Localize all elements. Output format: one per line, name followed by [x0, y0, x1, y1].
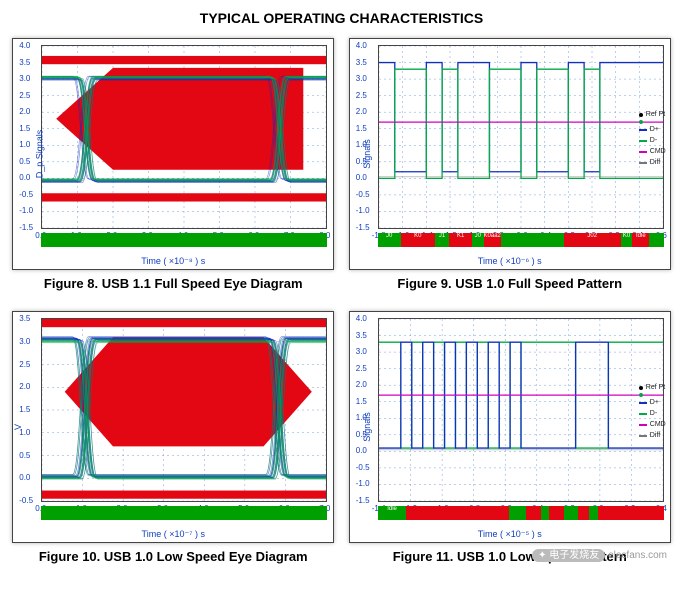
panel-fig11: -1.5-1.0-0.50.00.51.01.52.02.53.03.54.0-…	[347, 311, 674, 564]
y-tick: 3.5	[356, 58, 367, 67]
y-tick: 0.5	[19, 451, 30, 460]
x-axis-label: Time ( ×10⁻⁷ ) s	[13, 529, 333, 540]
y-tick: 1.5	[356, 397, 367, 406]
x-axis-label: Time ( ×10⁻⁸ ) s	[13, 256, 333, 267]
panel-fig8: -1.5-1.0-0.50.00.51.01.52.02.53.03.54.00…	[10, 38, 337, 291]
status-bar	[41, 233, 327, 247]
status-bar: J0K0J1K1J0K0aa2J02K0Idle	[378, 233, 664, 247]
y-tick: 2.5	[19, 91, 30, 100]
legend-label: D+	[650, 124, 659, 135]
y-tick: 3.5	[356, 331, 367, 340]
y-tick: 0.0	[19, 473, 30, 482]
legend-label: D-	[650, 408, 657, 419]
y-tick: -1.0	[356, 206, 370, 215]
y-tick: -1.0	[19, 206, 33, 215]
y-tick: 3.0	[19, 74, 30, 83]
y-tick: 1.0	[19, 140, 30, 149]
y-tick: -0.5	[19, 190, 33, 199]
y-tick: -0.5	[19, 496, 33, 505]
y-tick: 4.0	[356, 314, 367, 323]
legend: Ref Pt D+D-CMDDiff	[639, 109, 666, 168]
y-tick: 0.0	[19, 173, 30, 182]
scope-plot: -1.5-1.0-0.50.00.51.01.52.02.53.03.54.0-…	[349, 38, 671, 270]
y-tick: 3.0	[19, 337, 30, 346]
y-tick: 1.5	[19, 405, 30, 414]
plot-area	[378, 45, 664, 229]
y-tick: 0.5	[19, 157, 30, 166]
scope-plot: -1.5-1.0-0.50.00.51.01.52.02.53.03.54.0-…	[349, 311, 671, 543]
y-tick: -1.0	[356, 479, 370, 488]
y-tick: 3.0	[356, 74, 367, 83]
legend-label: Ref Pt	[646, 109, 665, 120]
plot-area	[378, 318, 664, 502]
y-tick: 3.5	[19, 58, 30, 67]
legend-label: Diff	[650, 157, 660, 168]
plot-area	[41, 318, 327, 502]
plot-svg	[379, 319, 663, 501]
plot-svg	[42, 319, 326, 501]
y-tick: 2.0	[19, 107, 30, 116]
y-tick: 4.0	[356, 41, 367, 50]
status-bar: Idle	[378, 506, 664, 520]
y-tick: -0.5	[356, 463, 370, 472]
figure-caption: Figure 8. USB 1.1 Full Speed Eye Diagram	[44, 276, 303, 291]
legend-label: Ref Pt	[646, 382, 665, 393]
plot-svg	[42, 46, 326, 228]
y-tick: -1.5	[19, 223, 33, 232]
y-tick: 2.0	[356, 380, 367, 389]
y-axis-label: D_p Signals	[35, 130, 45, 179]
y-axis-label: V	[13, 424, 23, 430]
y-tick: 2.5	[356, 364, 367, 373]
scope-plot: -0.50.00.51.01.52.02.53.03.50.01.02.03.0…	[12, 311, 334, 543]
legend-label: CMD	[650, 146, 666, 157]
plot-svg	[379, 46, 663, 228]
y-tick: 2.5	[19, 360, 30, 369]
status-bar	[41, 506, 327, 520]
y-tick: 2.0	[356, 107, 367, 116]
y-tick: 0.0	[356, 173, 367, 182]
y-tick: 0.0	[356, 446, 367, 455]
plot-area	[41, 45, 327, 229]
y-tick: 2.5	[356, 91, 367, 100]
panel-fig10: -0.50.00.51.01.52.02.53.03.50.01.02.03.0…	[10, 311, 337, 564]
figure-caption: Figure 9. USB 1.0 Full Speed Pattern	[397, 276, 622, 291]
y-tick: 3.0	[356, 347, 367, 356]
y-tick: 2.0	[19, 382, 30, 391]
y-tick: -0.5	[356, 190, 370, 199]
legend-label: CMD	[650, 419, 666, 430]
y-tick: 1.5	[356, 124, 367, 133]
x-axis-label: Time ( ×10⁻⁶ ) s	[350, 256, 670, 267]
panel-fig9: -1.5-1.0-0.50.00.51.01.52.02.53.03.54.0-…	[347, 38, 674, 291]
x-axis-label: Time ( ×10⁻⁵ ) s	[350, 529, 670, 540]
y-tick: -1.5	[356, 496, 370, 505]
watermark: ✦ 电子发烧友 elecfans.com	[10, 546, 667, 561]
legend-label: Diff	[650, 430, 660, 441]
scope-plot: -1.5-1.0-0.50.00.51.01.52.02.53.03.54.00…	[12, 38, 334, 270]
y-axis-label: Signals	[362, 139, 372, 169]
y-tick: 4.0	[19, 41, 30, 50]
legend-label: D+	[650, 397, 659, 408]
page-title: TYPICAL OPERATING CHARACTERISTICS	[10, 10, 673, 26]
legend-label: D-	[650, 135, 657, 146]
y-axis-label: Signals	[362, 412, 372, 442]
y-tick: 1.5	[19, 124, 30, 133]
legend: Ref Pt D+D-CMDDiff	[639, 382, 666, 441]
y-tick: 3.5	[19, 314, 30, 323]
y-tick: -1.5	[356, 223, 370, 232]
